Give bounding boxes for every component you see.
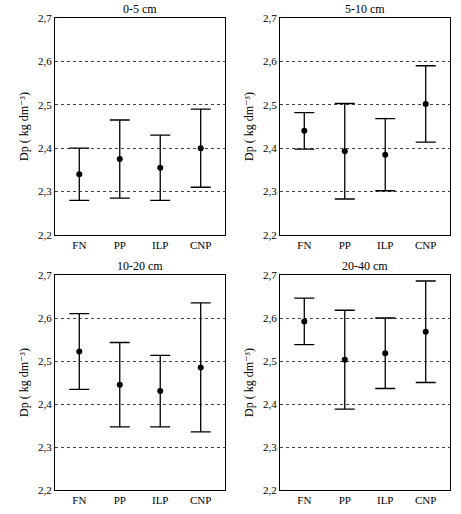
svg-text:2,5: 2,5 bbox=[263, 99, 277, 111]
svg-text:2,5: 2,5 bbox=[38, 355, 52, 367]
svg-text:2,3: 2,3 bbox=[38, 185, 52, 197]
svg-text:2,7: 2,7 bbox=[38, 269, 52, 281]
svg-text:2,2: 2,2 bbox=[38, 484, 52, 496]
svg-text:0-5 cm: 0-5 cm bbox=[123, 2, 157, 16]
svg-text:2,3: 2,3 bbox=[263, 185, 277, 197]
svg-text:2,7: 2,7 bbox=[38, 12, 52, 24]
svg-text:CNP: CNP bbox=[190, 494, 211, 506]
svg-text:PP: PP bbox=[339, 239, 351, 251]
svg-text:Dp ( kg dm⁻³): Dp ( kg dm⁻³) bbox=[17, 92, 31, 161]
svg-text:FN: FN bbox=[297, 239, 311, 251]
svg-text:5-10 cm: 5-10 cm bbox=[345, 2, 385, 16]
svg-text:20-40 cm: 20-40 cm bbox=[342, 259, 388, 273]
svg-text:FN: FN bbox=[297, 494, 311, 506]
svg-text:ILP: ILP bbox=[377, 494, 394, 506]
svg-text:FN: FN bbox=[72, 239, 86, 251]
svg-text:ILP: ILP bbox=[152, 239, 169, 251]
svg-text:CNP: CNP bbox=[415, 239, 436, 251]
svg-text:Dp ( kg dm⁻³): Dp ( kg dm⁻³) bbox=[242, 92, 256, 161]
svg-text:2,2: 2,2 bbox=[263, 229, 277, 241]
svg-text:ILP: ILP bbox=[152, 494, 169, 506]
svg-text:2,5: 2,5 bbox=[263, 355, 277, 367]
svg-text:FN: FN bbox=[72, 494, 86, 506]
svg-text:2,2: 2,2 bbox=[263, 484, 277, 496]
svg-text:2,4: 2,4 bbox=[38, 142, 52, 154]
svg-text:2,2: 2,2 bbox=[38, 229, 52, 241]
svg-text:2,6: 2,6 bbox=[38, 55, 52, 67]
svg-text:2,7: 2,7 bbox=[263, 12, 277, 24]
svg-text:Dp ( kg dm⁻³): Dp ( kg dm⁻³) bbox=[17, 348, 31, 417]
svg-text:2,3: 2,3 bbox=[38, 441, 52, 453]
svg-text:ILP: ILP bbox=[377, 239, 394, 251]
svg-text:2,4: 2,4 bbox=[263, 398, 277, 410]
svg-text:2,6: 2,6 bbox=[263, 312, 277, 324]
svg-text:Dp ( kg dm⁻³): Dp ( kg dm⁻³) bbox=[242, 348, 256, 417]
svg-text:CNP: CNP bbox=[190, 239, 211, 251]
svg-text:2,4: 2,4 bbox=[38, 398, 52, 410]
svg-text:10-20 cm: 10-20 cm bbox=[117, 259, 163, 273]
svg-text:2,6: 2,6 bbox=[38, 312, 52, 324]
svg-text:PP: PP bbox=[114, 239, 126, 251]
svg-text:2,6: 2,6 bbox=[263, 55, 277, 67]
svg-text:PP: PP bbox=[339, 494, 351, 506]
svg-text:2,4: 2,4 bbox=[263, 142, 277, 154]
svg-text:PP: PP bbox=[114, 494, 126, 506]
svg-text:2,7: 2,7 bbox=[263, 269, 277, 281]
svg-text:2,3: 2,3 bbox=[263, 441, 277, 453]
svg-text:2,5: 2,5 bbox=[38, 99, 52, 111]
svg-text:CNP: CNP bbox=[415, 494, 436, 506]
